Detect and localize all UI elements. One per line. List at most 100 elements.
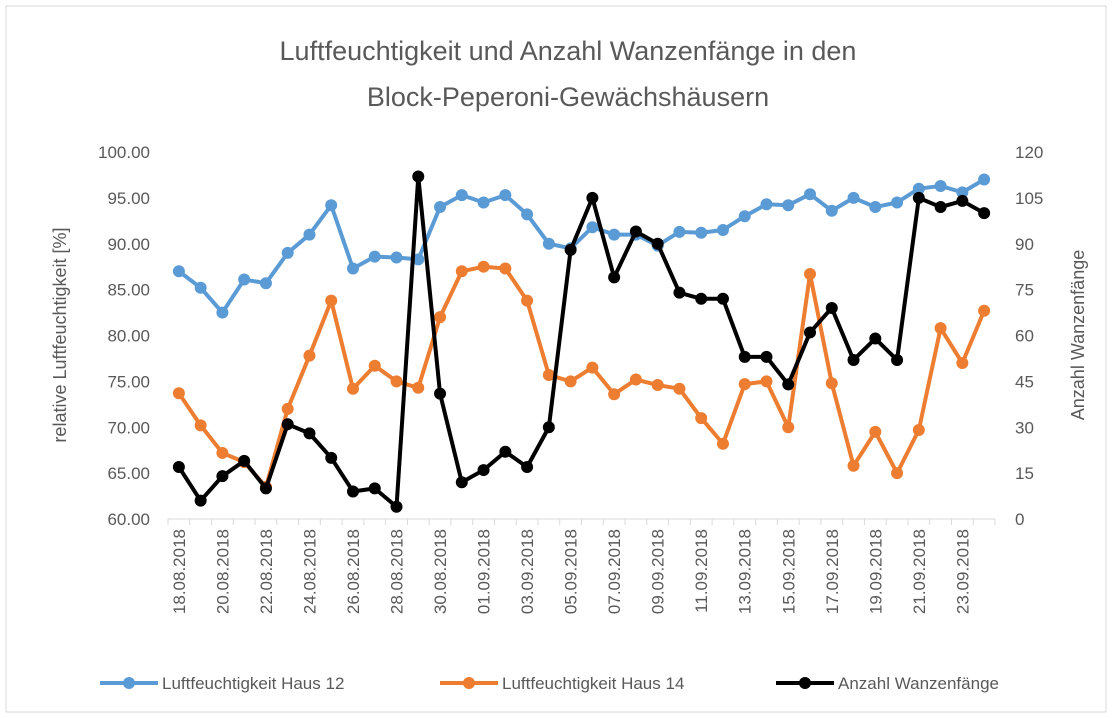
point [586,221,599,234]
point [804,188,817,201]
point [390,500,403,513]
point [934,179,947,192]
x-tick-label: 13.09.2018 [736,529,755,614]
point [891,467,904,480]
point [738,210,751,223]
point [194,419,207,432]
point [521,461,534,474]
x-tick-label: 24.08.2018 [300,529,319,614]
y-tick-label: 65.00 [107,464,150,483]
point [695,292,708,305]
point [346,485,359,498]
point [956,194,969,207]
chart-title: Luftfeuchtigkeit und Anzahl Wanzenfänge … [280,36,857,66]
legend-marker [463,677,475,689]
point [586,361,599,374]
point [521,208,534,221]
point [412,253,425,266]
y2-tick-label: 45 [1015,372,1034,391]
point [412,170,425,183]
x-tick-label: 05.09.2018 [562,529,581,614]
y-tick-label: 80.00 [107,327,150,346]
point [259,482,272,495]
point [608,228,621,241]
point [216,306,229,319]
point [847,191,860,204]
point [695,226,708,239]
point [782,199,795,212]
point [825,301,838,314]
point [477,464,490,477]
x-tick-label: 11.09.2018 [692,529,711,613]
point [216,470,229,483]
y2-tick-label: 60 [1015,327,1034,346]
legend-label: Anzahl Wanzenfänge [838,674,999,693]
point [586,191,599,204]
point [978,304,991,317]
point [738,378,751,391]
point [934,201,947,214]
x-tick-label: 28.08.2018 [388,529,407,614]
point [434,387,447,400]
point [303,427,316,440]
x-tick-label: 22.08.2018 [257,529,276,614]
point [956,357,969,370]
point [368,482,381,495]
point [673,225,686,238]
point [238,273,251,286]
point [390,375,403,388]
point [673,286,686,299]
point [455,476,468,489]
point [281,402,294,415]
point [325,451,338,464]
y2-tick-label: 90 [1015,235,1034,254]
point [629,373,642,386]
point [281,418,294,431]
legend-label: Luftfeuchtigkeit Haus 12 [162,674,344,693]
y2-tick-label: 105 [1015,189,1043,208]
y2-tick-label: 30 [1015,418,1034,437]
point [825,204,838,217]
point [542,237,555,250]
point [368,250,381,263]
point [651,379,664,392]
y2-tick-label: 15 [1015,464,1034,483]
point [716,292,729,305]
point [390,251,403,264]
point [978,207,991,220]
point [760,350,773,363]
x-tick-label: 18.08.2018 [170,529,189,614]
y-tick-label: 70.00 [107,418,150,437]
point [804,326,817,339]
point [629,225,642,238]
point [325,199,338,212]
y2-tick-label: 120 [1015,143,1043,162]
point [238,454,251,467]
point [825,377,838,390]
x-tick-label: 15.09.2018 [779,529,798,614]
point [303,349,316,362]
point [325,294,338,307]
point [782,378,795,391]
y-tick-label: 60.00 [107,510,150,529]
point [934,322,947,335]
point [847,459,860,472]
point [281,246,294,259]
point [847,353,860,366]
point [477,196,490,209]
point [194,494,207,507]
point [716,437,729,450]
point [346,382,359,395]
point [259,277,272,290]
point [564,243,577,256]
legend-marker [799,677,811,689]
point [564,375,577,388]
x-tick-label: 17.09.2018 [823,529,842,614]
point [912,424,925,437]
point [499,189,512,202]
point [499,445,512,458]
x-tick-label: 26.08.2018 [344,529,363,614]
x-tick-label: 21.09.2018 [910,529,929,614]
point [738,350,751,363]
